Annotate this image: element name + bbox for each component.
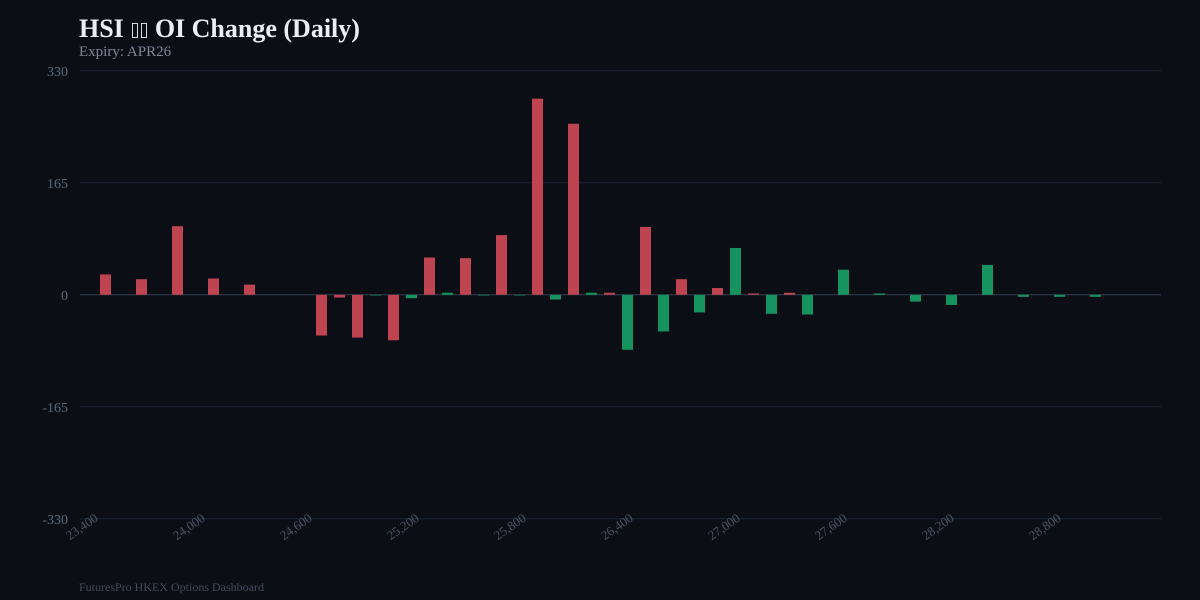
svg-text:330: 330 <box>47 65 68 80</box>
svg-text:24,000: 24,000 <box>170 510 208 543</box>
svg-text:165: 165 <box>47 177 68 192</box>
svg-text:-330: -330 <box>42 513 68 528</box>
svg-text:28,200: 28,200 <box>919 510 957 543</box>
svg-text:26,400: 26,400 <box>598 510 636 543</box>
svg-text:25,200: 25,200 <box>384 510 422 543</box>
svg-text:24,600: 24,600 <box>277 510 315 543</box>
svg-text:-165: -165 <box>42 401 68 416</box>
svg-text:28,800: 28,800 <box>1026 510 1064 543</box>
svg-text:0: 0 <box>61 289 68 304</box>
svg-text:23,400: 23,400 <box>63 510 101 543</box>
svg-text:25,800: 25,800 <box>491 510 529 543</box>
svg-text:27,000: 27,000 <box>705 510 743 543</box>
svg-text:27,600: 27,600 <box>812 510 850 543</box>
